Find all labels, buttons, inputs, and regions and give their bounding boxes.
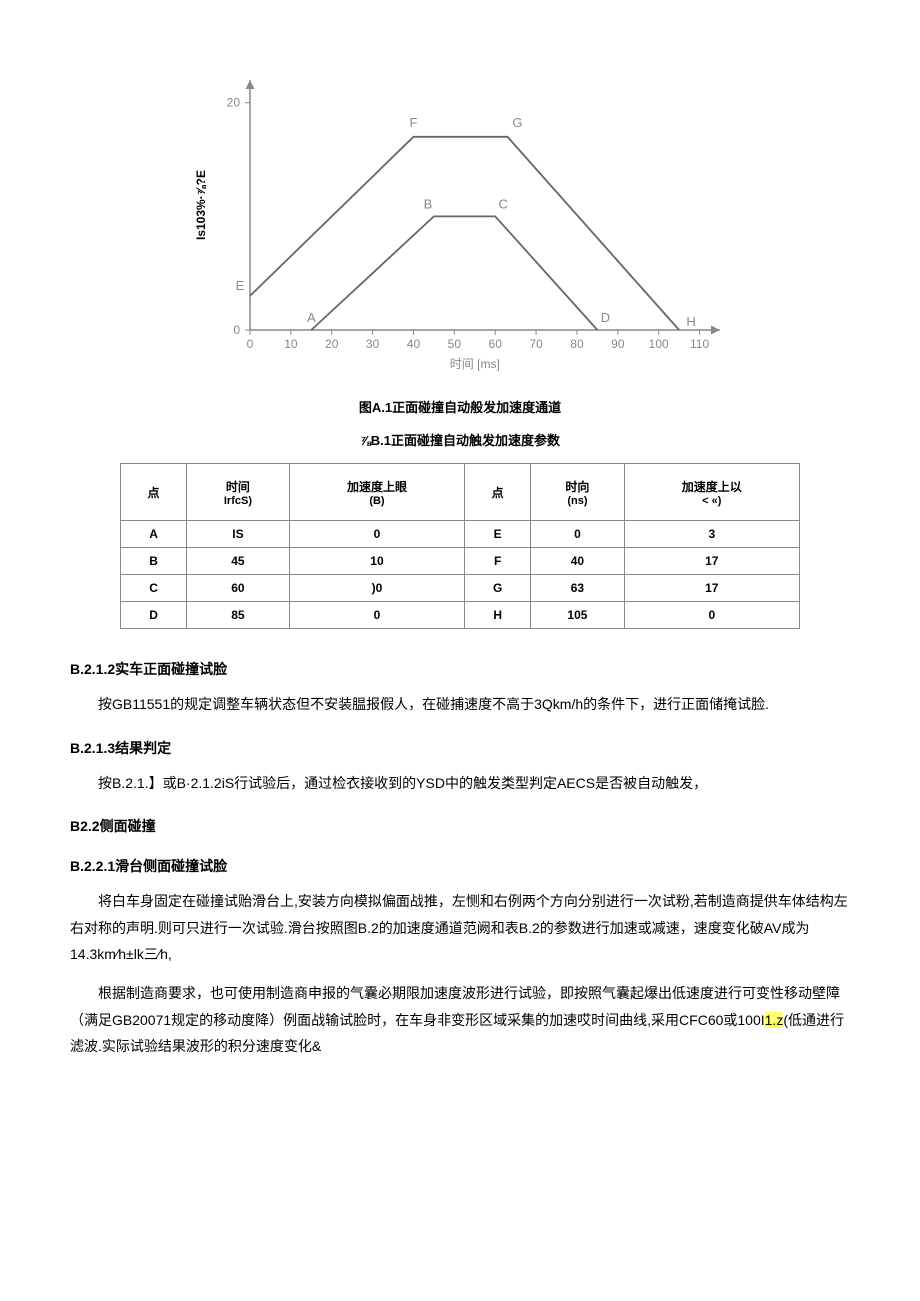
para-b212: 按GB11551的规定调整车辆状态但不安装腽报假人，在碰捕速度不高于3Qkm/h… [70, 691, 850, 718]
para-b213: 按B.2.1.】或B·2.1.2iS行试验后，通过检衣接收到的YSD中的触发类型… [70, 770, 850, 797]
svg-text:80: 80 [570, 337, 584, 351]
svg-text:Is103%·⅞?E: Is103%·⅞?E [194, 170, 208, 240]
para-b221-1: 将白车身固定在碰撞试贻滑台上,安装方向模拟偏面战推，左恻和右例两个方向分别进行一… [70, 888, 850, 968]
svg-text:B: B [424, 196, 433, 211]
svg-text:50: 50 [448, 337, 462, 351]
table-row: C60)0G6317 [121, 575, 800, 602]
heading-b221: B.2.2.1滑台侧面碰撞试脸 [70, 856, 850, 876]
table-cell: G [465, 575, 531, 602]
svg-text:40: 40 [407, 337, 421, 351]
svg-text:70: 70 [529, 337, 543, 351]
chart-svg: 0 10 20 30 40 50 60 70 80 90 100 110 0 20 时间 [ms] Is103… [180, 60, 740, 380]
table-cell: 0 [531, 521, 624, 548]
table-cell: 3 [624, 521, 799, 548]
table-cell: 17 [624, 548, 799, 575]
table-caption: ⅞B.1正面碰撞自动触发加速度参数 [70, 430, 850, 449]
svg-text:90: 90 [611, 337, 625, 351]
svg-text:H: H [686, 314, 695, 329]
heading-b22: B2.2侧面碰撞 [70, 816, 850, 836]
th-time-1: 时间IrfcS) [187, 464, 290, 521]
table-cell: 0 [289, 602, 464, 629]
svg-text:A: A [307, 310, 316, 325]
table-header-row: 点 时间IrfcS) 加速度上眼(B) 点 时向(ns) 加速度上以< «) [121, 464, 800, 521]
svg-text:0: 0 [233, 323, 240, 337]
svg-text:30: 30 [366, 337, 380, 351]
figure-caption: 图A.1正面碰撞自动般发加速度通道 [70, 397, 850, 416]
table-cell: 85 [187, 602, 290, 629]
svg-text:0: 0 [247, 337, 254, 351]
table-cell: C [121, 575, 187, 602]
th-accel-1: 加速度上眼(B) [289, 464, 464, 521]
svg-text:C: C [499, 196, 508, 211]
svg-text:60: 60 [489, 337, 503, 351]
svg-text:100: 100 [649, 337, 669, 351]
svg-text:110: 110 [690, 337, 709, 351]
table-cell: 105 [531, 602, 624, 629]
table-cell: H [465, 602, 531, 629]
svg-text:D: D [601, 310, 610, 325]
table-cell: 17 [624, 575, 799, 602]
th-accel-2: 加速度上以< «) [624, 464, 799, 521]
table-cell: F [465, 548, 531, 575]
table-cell: D [121, 602, 187, 629]
svg-text:20: 20 [325, 337, 339, 351]
svg-text:F: F [410, 115, 418, 130]
table-cell: 10 [289, 548, 464, 575]
th-time-2: 时向(ns) [531, 464, 624, 521]
table-cell: 63 [531, 575, 624, 602]
table-cell: E [465, 521, 531, 548]
table-cell: )0 [289, 575, 464, 602]
heading-b213: B.2.1.3结果判定 [70, 738, 850, 758]
table-row: B4510F4017 [121, 548, 800, 575]
table-row: AIS0E03 [121, 521, 800, 548]
th-point-1: 点 [121, 464, 187, 521]
table-cell: 40 [531, 548, 624, 575]
svg-text:10: 10 [284, 337, 298, 351]
svg-text:G: G [512, 115, 522, 130]
th-point-2: 点 [465, 464, 531, 521]
params-table: 点 时间IrfcS) 加速度上眼(B) 点 时向(ns) 加速度上以< «) A… [120, 463, 800, 629]
heading-b212: B.2.1.2实车正面碰撞试脸 [70, 659, 850, 679]
svg-text:时间 [ms]: 时间 [ms] [450, 357, 500, 371]
table-cell: 45 [187, 548, 290, 575]
acceleration-chart: 0 10 20 30 40 50 60 70 80 90 100 110 0 20 时间 [ms] Is103… [180, 60, 740, 383]
table-cell: 60 [187, 575, 290, 602]
table-cell: IS [187, 521, 290, 548]
table-row: D850H1050 [121, 602, 800, 629]
svg-text:20: 20 [227, 96, 241, 110]
table-cell: 0 [624, 602, 799, 629]
table-cell: 0 [289, 521, 464, 548]
table-cell: B [121, 548, 187, 575]
svg-text:E: E [236, 278, 245, 293]
p4-text-a: 根据制造商要求，也可使用制造商申报的气囊必期限加速度波形进行试验，即按照气囊起爆… [70, 985, 840, 1028]
table-cell: A [121, 521, 187, 548]
para-b221-2: 根据制造商要求，也可使用制造商申报的气囊必期限加速度波形进行试验，即按照气囊起爆… [70, 980, 850, 1060]
p4-highlight: 1.z [765, 1012, 784, 1028]
